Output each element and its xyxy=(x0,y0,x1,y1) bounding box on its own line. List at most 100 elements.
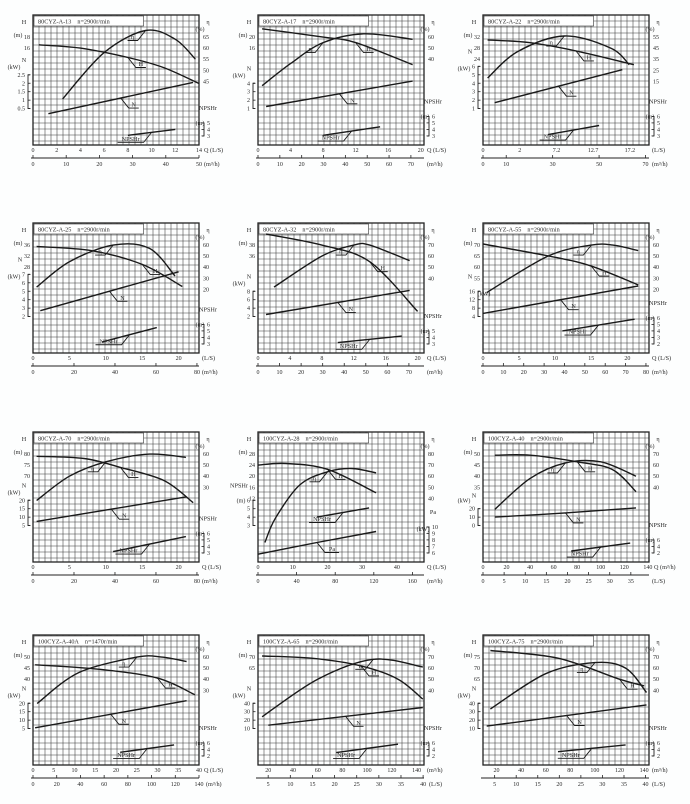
axis-bracket xyxy=(27,702,30,730)
tick-label: 18 xyxy=(24,35,30,41)
right-bottom-axis: 246 NPSHr (m) xyxy=(421,725,442,760)
tick-label: 5 xyxy=(22,289,25,295)
tick-label: 40 xyxy=(290,768,296,774)
axis-name: (L/S) xyxy=(202,355,215,362)
x-axis-primary: 0 2 7.2 12.7 17.2 (L/S) xyxy=(482,147,666,154)
right-bottom-axis: 345 NPSHr (m) xyxy=(421,313,442,348)
curve-label: η xyxy=(91,465,94,472)
curve-label: NPSHr xyxy=(117,752,135,759)
title-box xyxy=(258,432,369,444)
tick-label: 40 xyxy=(203,677,209,683)
curve-n: N xyxy=(36,496,187,523)
tick-label: 30 xyxy=(541,370,547,376)
tick-label: 4 xyxy=(207,747,210,753)
tick-label: 60 xyxy=(386,162,392,168)
tick-label: 25 xyxy=(578,782,584,788)
x-axis-secondary: 0 10 20 30 40 50 60 70 (m³/h) xyxy=(256,155,443,168)
right-top-axis: 40 50 60 70 η(%) xyxy=(646,639,660,694)
left-bottom-axis: 2 4 6 8 N(kW) xyxy=(233,273,256,321)
chart-title: 100CYZ-A-75 xyxy=(488,639,524,646)
tick-label: 5 xyxy=(22,727,25,733)
tick-label: 4 xyxy=(472,81,475,87)
axis-bracket xyxy=(252,290,255,318)
chart-grid xyxy=(33,432,199,562)
axis-name: η xyxy=(206,436,209,443)
axis-name: NPSHr xyxy=(649,725,667,732)
x-axis-secondary: 5 10 15 20 25 30 35 40 (L/S) xyxy=(256,775,442,788)
curve-line xyxy=(482,243,639,286)
tick-label: 120 xyxy=(387,768,396,774)
tick-label: 50 xyxy=(428,46,434,52)
leader-line xyxy=(566,715,585,726)
axis-name: Q (L/S) xyxy=(652,355,671,362)
tick-label: 40 xyxy=(428,276,434,282)
axis-unit: (m) xyxy=(239,32,248,39)
tick-label: 40 xyxy=(77,782,83,788)
tick-label: 15 xyxy=(19,710,25,716)
tick-label: 3 xyxy=(432,134,435,140)
curve-label: η xyxy=(577,249,580,256)
chart-grid xyxy=(483,15,649,145)
leader-line xyxy=(316,542,339,553)
axis-unit: (kW) xyxy=(233,280,246,287)
title-box xyxy=(483,432,594,444)
curve-label: N xyxy=(577,719,582,726)
leader-line xyxy=(110,508,130,520)
tick-label: 50 xyxy=(203,254,209,260)
tick-label: 16 xyxy=(383,356,389,362)
tick-label: 4 xyxy=(207,544,210,550)
tick-label: 70 xyxy=(623,370,629,376)
tick-label: 0 xyxy=(32,162,35,168)
axis-unit: (%) xyxy=(646,234,655,241)
curve-label: N xyxy=(349,306,354,313)
tick-label: 50 xyxy=(596,162,602,168)
tick-label: 4 xyxy=(472,315,475,321)
leader-line xyxy=(590,265,610,277)
tick-label: 2.5 xyxy=(18,73,26,79)
chart-grid xyxy=(483,432,649,562)
axis-unit: (m) xyxy=(421,740,430,747)
tick-label: 30 xyxy=(203,485,209,491)
tick-label: 5 xyxy=(207,329,210,335)
curve-label: η xyxy=(122,661,125,668)
tick-label: 45 xyxy=(653,46,659,52)
tick-label: 40 xyxy=(24,677,30,683)
x-axis-secondary: 0 20 40 60 80 100 120 140 (m³/h) xyxy=(31,775,222,788)
tick-label: 70 xyxy=(408,162,414,168)
right-top-axis: 30 40 50 60 η(%) xyxy=(196,639,210,694)
tick-label: 70 xyxy=(653,452,659,458)
tick-label: 70 xyxy=(428,655,434,661)
tick-label: 6 xyxy=(657,316,660,322)
tick-label: 40 xyxy=(394,565,400,571)
curve-npshr: NPSHr xyxy=(317,126,381,142)
tick-label: 40 xyxy=(428,496,434,502)
axis-name: NPSHr xyxy=(199,105,217,112)
axis-unit: (m) xyxy=(14,32,23,39)
axis-name: (L/S) xyxy=(652,147,665,154)
tick-label: 20 xyxy=(418,148,424,154)
tick-label: 16 xyxy=(249,485,255,491)
tick-label: 28 xyxy=(24,265,30,271)
tick-label: 70 xyxy=(643,162,649,168)
pump-chart-3: 80CYZ-A-22 n=2900r/min242832H(m)152535455… xyxy=(458,14,668,168)
tick-label: 5 xyxy=(432,121,435,127)
tick-label: 10 xyxy=(552,356,558,362)
tick-label: 80 xyxy=(567,768,573,774)
tick-label: 20 xyxy=(19,498,25,504)
x-axis-secondary: 0 10 30 50 70 (m³/h) xyxy=(481,155,668,168)
leader-line xyxy=(355,659,374,670)
curve-label: η xyxy=(550,40,553,47)
curve-label: NPSHr xyxy=(120,548,138,555)
tick-label: 50 xyxy=(653,677,659,683)
leader-line xyxy=(560,299,579,311)
tick-label: 40 xyxy=(420,782,426,788)
axis-unit: (%) xyxy=(196,234,205,241)
curve-h: H xyxy=(38,44,200,85)
tick-label: 20 xyxy=(324,565,330,571)
tick-label: 2 xyxy=(657,754,660,760)
right-top-axis: 40 50 60 70 η(%) xyxy=(646,436,660,491)
curve-label: N xyxy=(356,720,361,727)
tick-label: 10 xyxy=(287,782,293,788)
axis-name: Q (m³/h) xyxy=(654,564,676,571)
curve-label: NPSHr xyxy=(337,752,355,759)
